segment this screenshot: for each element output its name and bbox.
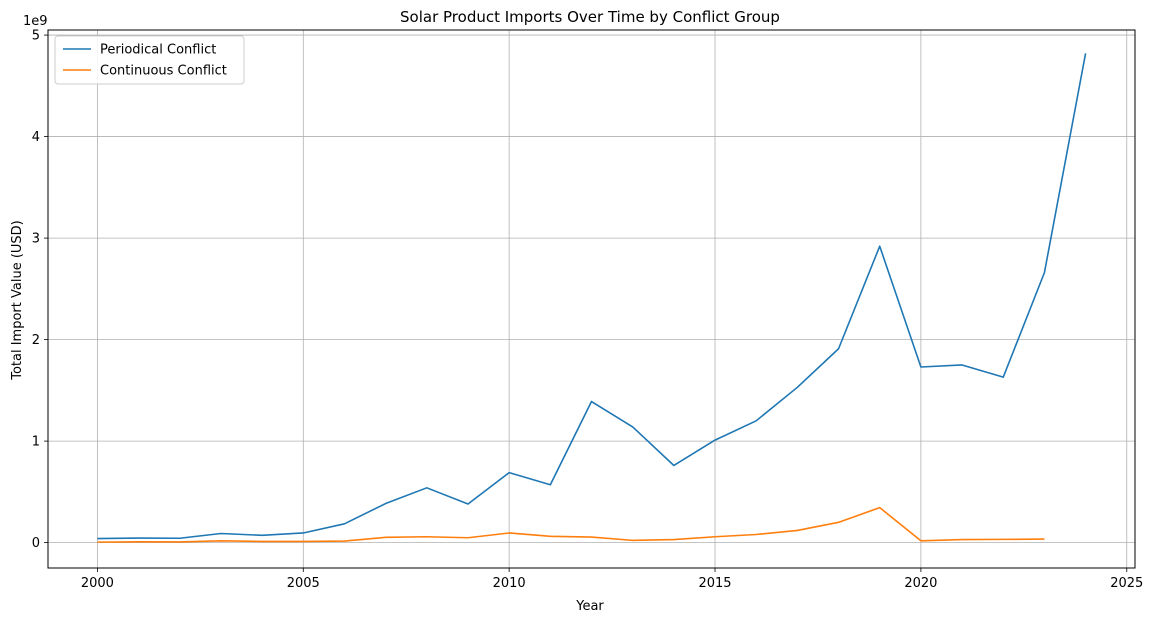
- y-tick-label: 3: [32, 232, 40, 247]
- y-tick-label: 4: [32, 130, 40, 145]
- x-tick-label: 2020: [904, 576, 937, 591]
- grid-layer: [48, 30, 1135, 568]
- x-tick-label: 2000: [81, 576, 114, 591]
- plot-frame: [47, 29, 1136, 569]
- series-line-periodical-conflict: [97, 53, 1087, 540]
- series-line-continuous-conflict: [97, 506, 1045, 543]
- y-tick-label: 5: [32, 29, 40, 44]
- tick-layer: 2000 2005 2010 2015 2020 2025 0 1 2 3 4 5: [32, 29, 1144, 591]
- y-tick-label: 2: [32, 333, 40, 348]
- x-axis-label: Year: [575, 599, 604, 614]
- x-tick-label: 2005: [287, 576, 320, 591]
- y-axis-label: Total Import Value (USD): [10, 220, 25, 381]
- y-tick-label: 1: [32, 435, 40, 450]
- series-layer: [97, 53, 1087, 543]
- x-tick-label: 2010: [493, 576, 526, 591]
- x-tick-label: 2015: [698, 576, 731, 591]
- chart-title: Solar Product Imports Over Time by Confl…: [400, 8, 780, 26]
- legend-label-continuous-conflict: Continuous Conflict: [100, 64, 227, 79]
- legend-box: [54, 35, 245, 85]
- legend: Periodical Conflict Continuous Conflict: [54, 35, 245, 85]
- legend-label-periodical-conflict: Periodical Conflict: [100, 43, 216, 58]
- x-tick-label: 2025: [1110, 576, 1143, 591]
- y-offset-label: 1e9: [23, 14, 48, 29]
- y-tick-label: 0: [32, 536, 40, 551]
